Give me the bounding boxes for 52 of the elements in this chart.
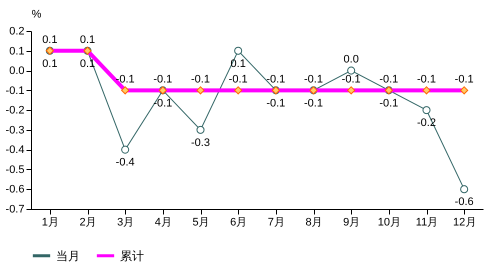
data-label: -0.1 bbox=[379, 97, 398, 110]
legend-label: 累计 bbox=[120, 248, 144, 263]
point bbox=[460, 185, 468, 194]
data-label: -0.1 bbox=[342, 73, 361, 86]
data-label: -0.1 bbox=[153, 73, 172, 86]
legend-label: 当月 bbox=[56, 248, 80, 263]
data-label: -0.1 bbox=[228, 73, 248, 86]
point bbox=[196, 126, 205, 134]
data-label: -0.1 bbox=[116, 73, 135, 86]
x-tick-label: 10月 bbox=[378, 216, 401, 228]
y-tick-label: -0.1 bbox=[6, 84, 24, 97]
data-label: 0.1 bbox=[80, 34, 96, 46]
y-tick-label: -0.7 bbox=[6, 204, 24, 216]
point bbox=[234, 46, 242, 55]
x-tick-label: 9月 bbox=[343, 216, 360, 228]
data-label: -0.1 bbox=[304, 73, 323, 86]
x-tick-label: 3月 bbox=[117, 216, 134, 228]
point bbox=[347, 66, 356, 75]
data-label: 0.1 bbox=[42, 34, 58, 46]
data-label: -0.1 bbox=[266, 97, 286, 110]
data-label: -0.1 bbox=[304, 97, 323, 110]
x-tick-label: 6月 bbox=[230, 216, 248, 228]
x-tick-label: 2月 bbox=[79, 216, 97, 228]
x-tick-label: 1月 bbox=[42, 216, 59, 228]
point bbox=[422, 106, 431, 114]
y-tick-label: -0.3 bbox=[6, 124, 24, 136]
y-tick-label: -0.5 bbox=[6, 164, 24, 176]
data-label: -0.1 bbox=[454, 73, 474, 86]
data-label: -0.1 bbox=[153, 97, 172, 110]
data-label: -0.4 bbox=[116, 156, 135, 169]
x-tick-label: 7月 bbox=[268, 216, 285, 228]
data-label: -0.1 bbox=[266, 73, 286, 86]
y-axis-title: % bbox=[32, 8, 42, 20]
y-tick-label: 0.0 bbox=[9, 65, 24, 78]
x-tick-label: 8月 bbox=[305, 216, 323, 228]
x-tick-label: 4月 bbox=[154, 216, 172, 228]
y-tick-label: -0.6 bbox=[6, 184, 24, 196]
y-tick-label: -0.4 bbox=[6, 144, 24, 156]
x-tick-label: 11月 bbox=[416, 216, 438, 228]
data-label: -0.6 bbox=[454, 196, 474, 208]
y-tick-label: 0.2 bbox=[9, 26, 24, 38]
x-tick-label: 5月 bbox=[192, 216, 210, 228]
data-label: 0.1 bbox=[42, 58, 58, 70]
data-label: -0.1 bbox=[417, 73, 436, 86]
y-tick-label: -0.2 bbox=[6, 104, 24, 117]
data-label: -0.1 bbox=[191, 73, 210, 86]
data-label: -0.1 bbox=[379, 73, 398, 86]
x-tick-label: 12月 bbox=[453, 216, 476, 228]
data-label: -0.3 bbox=[191, 136, 210, 149]
point bbox=[121, 146, 130, 154]
y-tick-label: 0.1 bbox=[9, 45, 24, 58]
data-label: 0.0 bbox=[344, 54, 359, 66]
